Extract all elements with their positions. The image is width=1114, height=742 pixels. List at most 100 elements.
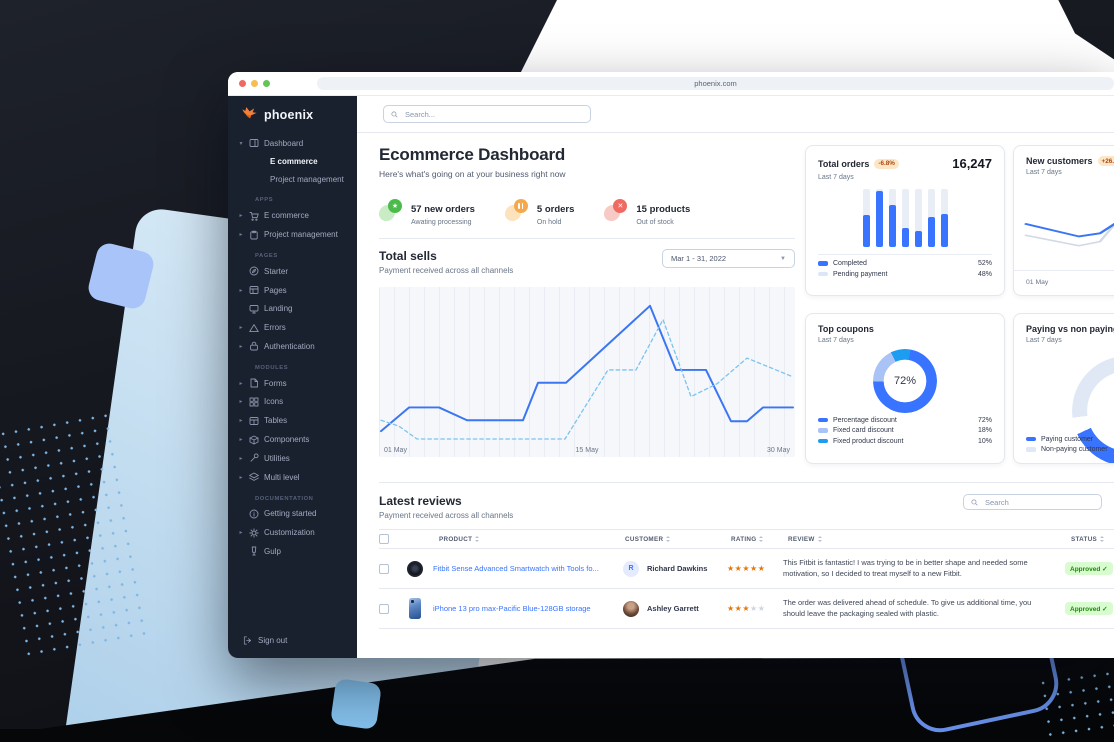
caret-right-icon: ▸ xyxy=(239,287,243,294)
stat-sublabel: Out of stock xyxy=(636,219,674,226)
sidebar-item-icons[interactable]: ▸ Icons xyxy=(228,393,357,412)
page-title: Ecommerce Dashboard xyxy=(379,145,566,164)
reviews-search xyxy=(963,494,1102,510)
card-title: Top coupons xyxy=(818,324,874,334)
legend-value: 10% xyxy=(977,437,992,445)
close-window-button[interactable] xyxy=(239,80,246,87)
zoom-window-button[interactable] xyxy=(263,80,270,87)
product-link[interactable]: iPhone 13 pro max-Pacific Blue-128GB sto… xyxy=(433,603,591,613)
legend-swatch xyxy=(818,428,828,433)
bar xyxy=(940,189,948,247)
sidebar-item-authentication[interactable]: ▸ Authentication xyxy=(228,337,357,356)
status-badge: Approved ✓ xyxy=(1065,602,1113,615)
x-axis-label: 01 May xyxy=(384,447,407,454)
reviews-table: PRODUCT CUSTOMER RATING REVIEW xyxy=(379,529,1114,629)
sidebar-item-multi-level[interactable]: ▸ Multi level xyxy=(228,468,357,487)
product-link[interactable]: Fitbit Sense Advanced Smartwatch with To… xyxy=(433,563,599,573)
column-header-status[interactable]: STATUS xyxy=(1063,536,1114,543)
traffic-lights xyxy=(239,80,270,87)
sidebar-item-customization[interactable]: ▸ Customization xyxy=(228,523,357,542)
bg-black-strip xyxy=(0,729,1114,742)
status-badge: Approved ✓ xyxy=(1065,562,1113,575)
browser-window: phoenix.com phoenix ▾ Dashboard E commerce… xyxy=(228,72,1114,658)
reviews-subtitle: Payment received across all channels xyxy=(379,511,514,520)
address-bar[interactable]: phoenix.com xyxy=(317,77,1114,90)
cart-icon xyxy=(249,211,259,221)
sidebar-item-label: Landing xyxy=(264,304,293,314)
top-coupons-donut-chart: 72% xyxy=(873,349,937,413)
legend-label: Pending payment xyxy=(833,270,888,278)
sidebar-item-dashboard[interactable]: ▾ Dashboard xyxy=(228,134,357,153)
stat-label: 15 products xyxy=(636,204,691,215)
avatar xyxy=(623,600,639,617)
sidebar-item-tables[interactable]: ▸ Tables xyxy=(228,411,357,430)
legend-swatch xyxy=(818,438,828,444)
date-range-select[interactable]: Mar 1 - 31, 2022 ▼ xyxy=(662,249,795,268)
bar xyxy=(914,189,922,247)
legend-label: Completed xyxy=(833,260,867,267)
row-checkbox[interactable] xyxy=(379,603,389,614)
chevron-down-icon: ▼ xyxy=(780,255,786,262)
sidebar: phoenix ▾ Dashboard E commerce Project mana… xyxy=(228,96,357,658)
sidebar-item-label: Project management xyxy=(264,230,338,240)
sidebar-item-label: Utilities xyxy=(264,453,290,463)
sidebar-item-utilities[interactable]: ▸ Utilities xyxy=(228,449,357,468)
product-image xyxy=(405,597,425,621)
sort-icon xyxy=(1100,536,1105,542)
sidebar-item-gulp[interactable]: Gulp xyxy=(228,542,357,561)
sign-out-button[interactable]: Sign out xyxy=(228,626,357,658)
triangle-icon xyxy=(249,323,259,333)
sidebar-item-label: Errors xyxy=(264,323,286,333)
column-header-product[interactable]: PRODUCT xyxy=(405,536,623,543)
select-all-checkbox[interactable] xyxy=(379,534,389,544)
card-title: Total orders xyxy=(818,158,870,169)
sidebar-item-errors[interactable]: ▸ Errors xyxy=(228,318,357,337)
legend-label: Fixed card discount xyxy=(833,427,894,434)
sidebar-item-e-commerce[interactable]: ▸ E commerce xyxy=(228,206,357,225)
sidebar-item-forms[interactable]: ▸ Forms xyxy=(228,374,357,393)
minimize-window-button[interactable] xyxy=(251,80,258,87)
sidebar-item-project-management[interactable]: ▸ Project management xyxy=(228,225,357,244)
new-customers-chart-svg xyxy=(1024,222,1114,247)
caret-right-icon: ▸ xyxy=(239,325,243,332)
search-icon xyxy=(971,498,978,506)
sidebar-item-landing[interactable]: Landing xyxy=(228,299,357,318)
legend-label: Percentage discount xyxy=(833,416,897,424)
table-header-row: PRODUCT CUSTOMER RATING REVIEW xyxy=(379,529,1114,549)
legend-value: 72% xyxy=(977,416,992,424)
bg-blue-square-bottom xyxy=(330,678,382,730)
sidebar-item-label: Gulp xyxy=(264,546,281,556)
logo[interactable]: phoenix xyxy=(228,96,357,134)
sidebar-item-label: E commerce xyxy=(270,157,318,167)
sidebar-item-project-management[interactable]: Project management xyxy=(228,171,357,189)
bar xyxy=(862,189,870,247)
pause-stat-icon xyxy=(504,199,528,221)
sort-icon xyxy=(759,536,764,542)
legend-value: 48% xyxy=(977,270,992,278)
caret-right-icon: ▸ xyxy=(239,474,243,481)
sidebar-item-e-commerce[interactable]: E commerce xyxy=(228,153,357,171)
avatar: R xyxy=(623,560,639,577)
total-sells-title: Total sells xyxy=(379,249,437,263)
tool-icon xyxy=(249,453,259,463)
total-orders-value: 16,247 xyxy=(952,156,992,171)
global-search-input[interactable] xyxy=(403,108,583,120)
stats-row: ★ 57 new orders Awating processing 5 orders… xyxy=(379,199,795,226)
sidebar-item-getting-started[interactable]: Getting started xyxy=(228,505,357,524)
sidebar-item-components[interactable]: ▸ Components xyxy=(228,430,357,449)
sign-out-label: Sign out xyxy=(258,636,288,645)
trend-badge: +26.5% xyxy=(1097,156,1114,166)
sidebar-item-pages[interactable]: ▸ Pages xyxy=(228,281,357,300)
stat-sublabel: On hold xyxy=(536,219,562,226)
row-checkbox[interactable] xyxy=(379,563,389,574)
table-icon xyxy=(249,416,259,426)
column-header-review[interactable]: REVIEW xyxy=(783,536,1063,543)
sidebar-item-starter[interactable]: Starter xyxy=(228,262,357,281)
column-header-customer[interactable]: CUSTOMER xyxy=(623,536,727,543)
sign-out-icon xyxy=(243,636,252,645)
sidebar-item-label: Pages xyxy=(264,285,287,295)
reviews-search-input[interactable] xyxy=(983,496,1094,508)
column-header-rating[interactable]: RATING xyxy=(727,536,783,543)
review-text: This Fitbit is fantastic! I was trying t… xyxy=(783,558,1028,578)
lock-icon xyxy=(249,341,259,351)
